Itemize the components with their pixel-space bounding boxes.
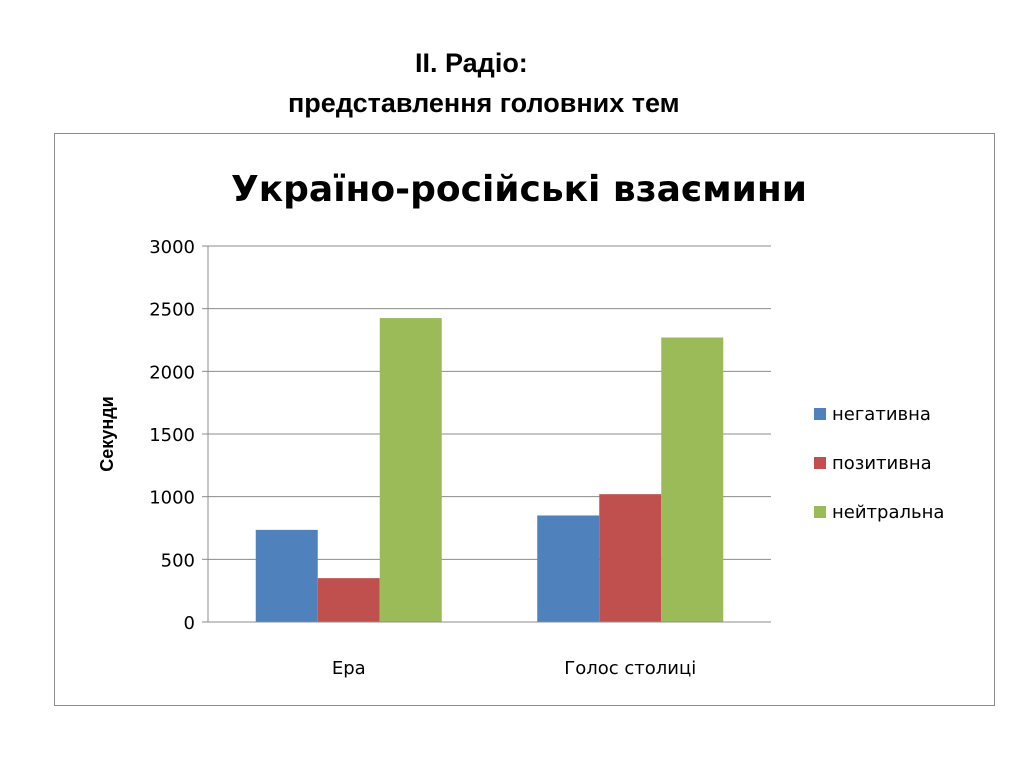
y-tick-label: 500	[161, 550, 195, 571]
y-tick-label: 1000	[149, 488, 195, 509]
x-tick-labels: Ера Голос столиці	[208, 621, 771, 679]
y-tick-label: 1500	[149, 425, 195, 446]
x-tick-label: Ера	[332, 658, 366, 679]
legend-label: негативна	[832, 404, 931, 425]
x-tick-label: Голос столиці	[564, 658, 696, 679]
legend-swatch	[814, 457, 826, 469]
bar-2-2	[599, 494, 662, 622]
bar-1-1	[255, 529, 318, 622]
y-tick-labels: 0 500 1000 1500 2000 2500 3000	[149, 237, 195, 634]
y-tick-label: 3000	[149, 237, 195, 258]
legend-swatch	[814, 506, 826, 518]
y-tick-label: 0	[184, 613, 195, 634]
bars	[255, 318, 724, 622]
legend-label: позитивна	[832, 453, 932, 474]
bar-2-1	[317, 578, 380, 622]
bar-1-2	[537, 515, 600, 622]
legend-label: нейтральна	[832, 502, 944, 523]
slide-title-line2: представлення головних тем	[288, 88, 680, 118]
slide-title-line1: ІІ. Радіо:	[415, 48, 528, 78]
bar-3-1	[379, 318, 442, 622]
y-tick-label: 2500	[149, 300, 195, 321]
chart-frame: Україно-російські взаємини Секунди 0 500 1…	[54, 133, 995, 706]
y-axis-label: Секунди	[97, 396, 117, 471]
bar-3-2	[661, 337, 724, 622]
legend-swatch	[814, 408, 826, 420]
chart-svg: Україно-російські взаємини Секунди 0 500 1…	[97, 169, 944, 679]
legend: негативна позитивна нейтральна	[814, 404, 944, 523]
y-tick-label: 2000	[149, 362, 195, 383]
chart-title: Україно-російські взаємини	[231, 169, 807, 210]
